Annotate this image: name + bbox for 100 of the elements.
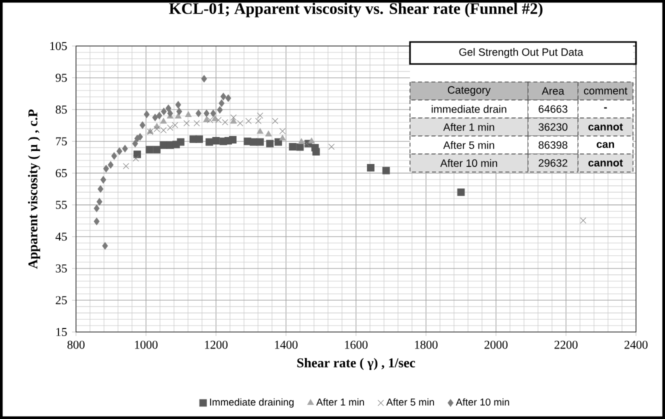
annotation: 29632 (538, 159, 568, 167)
point (108, 161, 114, 169)
legend-label: After 5 min (386, 398, 434, 406)
point (250, 138, 258, 146)
point (304, 140, 310, 147)
annotation: 36230 (538, 123, 568, 131)
point (272, 118, 278, 124)
point (255, 118, 262, 124)
x-tick-label: 1600 (345, 340, 368, 349)
point (144, 110, 150, 118)
point (201, 75, 207, 82)
point (122, 163, 130, 170)
point (229, 136, 237, 144)
point (176, 138, 184, 146)
point (195, 135, 203, 143)
chart-title: KCL-01; Apparent viscosity vs. Shear rate (Funnel #2) (169, 2, 542, 18)
point (212, 115, 218, 122)
point (122, 144, 128, 152)
point (203, 116, 210, 122)
point (245, 118, 252, 124)
annotation: Category (448, 86, 491, 96)
point (230, 118, 237, 124)
annotation: 86398 (538, 141, 568, 149)
point (102, 242, 108, 250)
point (160, 141, 168, 149)
point (146, 146, 154, 154)
point (94, 218, 100, 226)
point (265, 130, 272, 136)
point (132, 155, 139, 162)
point (103, 164, 109, 172)
point (94, 204, 100, 212)
annotation: cannot (588, 123, 623, 131)
y-tick-label: 55 (56, 200, 67, 209)
y-tick-label: 45 (56, 232, 67, 241)
point (160, 118, 167, 124)
x-tick-label: 1200 (205, 340, 228, 349)
point (328, 144, 335, 150)
point (279, 128, 286, 134)
point (196, 110, 202, 118)
legend-label: After 10 min (456, 398, 510, 406)
y-tick-label: 75 (56, 137, 67, 146)
point (175, 101, 182, 109)
point (210, 110, 216, 118)
annotation: - (604, 107, 607, 109)
point (230, 114, 237, 121)
point (212, 136, 220, 144)
point (257, 112, 264, 119)
point (194, 120, 200, 126)
point (166, 104, 172, 112)
point (137, 133, 143, 141)
point (266, 140, 274, 148)
point (296, 143, 304, 151)
x-tick-label: 1800 (415, 340, 438, 349)
annotation: 64663 (538, 105, 568, 113)
point (100, 176, 106, 184)
point (184, 120, 190, 126)
point (116, 147, 122, 155)
point (167, 110, 174, 118)
x-tick-label: 1400 (275, 340, 298, 349)
point (156, 112, 162, 120)
y-tick-label: 25 (56, 296, 67, 304)
point (134, 150, 141, 158)
point (176, 108, 182, 116)
point (256, 138, 264, 146)
legend-label: After 1 min (316, 398, 364, 406)
point (237, 120, 244, 126)
y-axis-title: Apparent viscosity ( μ ) , c.P (28, 109, 40, 269)
x-tick-label: 2200 (554, 340, 578, 349)
point (111, 152, 118, 160)
annotation: immediate drain (432, 105, 506, 113)
point (457, 188, 465, 196)
annotation: Area (542, 87, 564, 95)
x-tick-label: 2400 (624, 340, 648, 349)
point (279, 134, 286, 140)
y-tick-label: 85 (56, 106, 67, 114)
x-tick-label: 1000 (135, 340, 158, 349)
point (366, 164, 374, 172)
annotation: comment (584, 87, 628, 94)
y-tick-label: 105 (50, 42, 67, 50)
point (580, 217, 586, 224)
annotation: After 1 min (443, 123, 494, 131)
point (312, 148, 320, 156)
point (140, 121, 146, 129)
y-tick-label: 15 (56, 328, 67, 336)
point (204, 110, 210, 118)
point (206, 116, 214, 124)
annotation: cannot (588, 159, 623, 167)
point (298, 138, 305, 144)
point (98, 185, 104, 193)
point (382, 166, 390, 174)
point (308, 138, 315, 144)
point (218, 99, 224, 107)
point (160, 108, 167, 116)
annotation: After 10 min (440, 159, 498, 167)
point (225, 94, 232, 102)
point (167, 124, 174, 131)
point (96, 198, 102, 206)
annotation: can (596, 142, 614, 148)
point (153, 146, 161, 154)
point (132, 140, 138, 148)
